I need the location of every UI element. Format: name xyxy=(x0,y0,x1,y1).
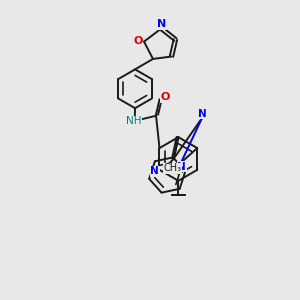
Text: O: O xyxy=(134,36,143,46)
Text: N: N xyxy=(198,109,206,119)
Text: N: N xyxy=(177,162,186,172)
Text: N: N xyxy=(157,19,166,29)
Text: NH: NH xyxy=(126,116,141,126)
Text: N: N xyxy=(150,166,159,176)
Text: CH₃: CH₃ xyxy=(163,164,182,173)
Text: O: O xyxy=(160,92,170,102)
